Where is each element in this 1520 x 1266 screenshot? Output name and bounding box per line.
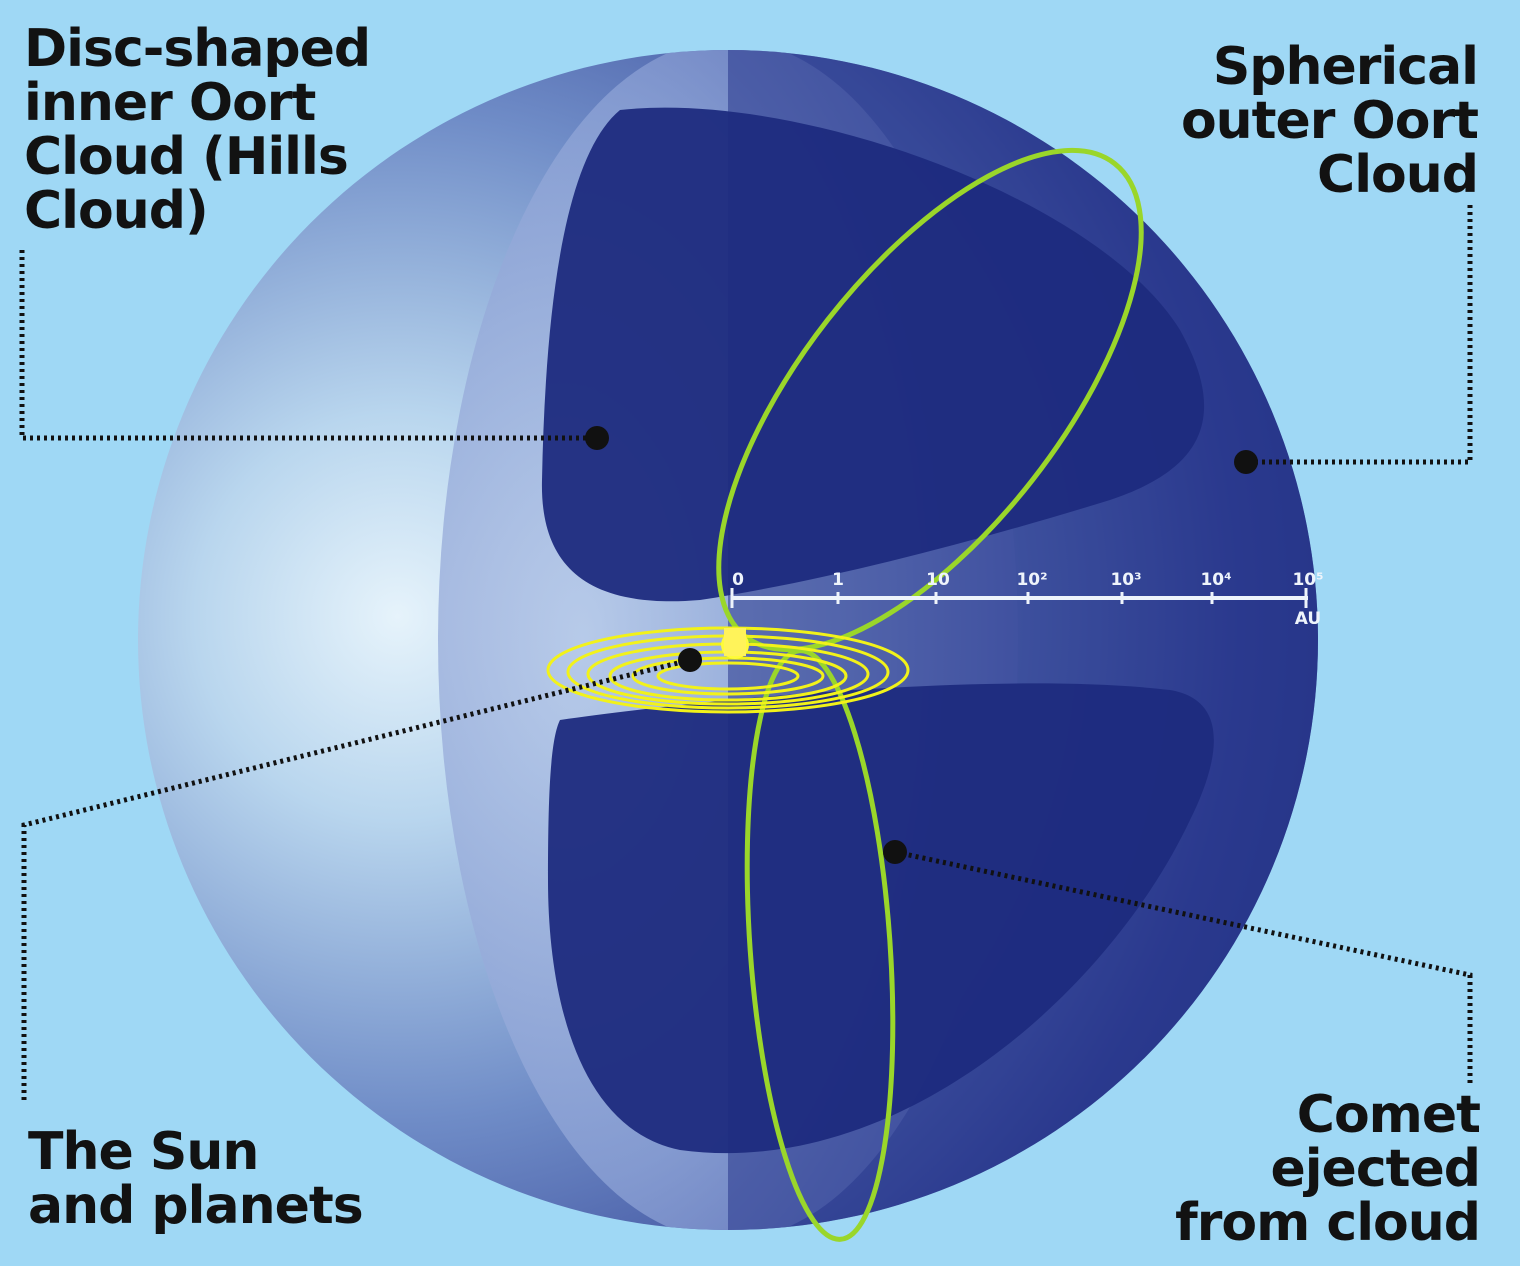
label-comet-ejected: Comet ejected from cloud xyxy=(1175,1088,1480,1250)
scale-tick-label: 1 xyxy=(832,570,844,590)
scale-tick-label: 10³ xyxy=(1110,570,1141,590)
scale-tick-label: 10 xyxy=(926,570,950,590)
label-inner-oort-cloud: Disc-shaped inner Oort Cloud (Hills Clou… xyxy=(24,22,370,238)
label-outer-oort-cloud: Spherical outer Oort Cloud xyxy=(1181,40,1478,202)
scale-unit-label: AU xyxy=(1295,609,1321,629)
callout-dot-sun xyxy=(678,648,702,672)
label-sun-and-planets: The Sun and planets xyxy=(28,1125,363,1233)
scale-tick-label: 0 xyxy=(732,570,744,590)
scale-tick-label: 10⁴ xyxy=(1200,570,1231,590)
callout-dot-outer-cloud xyxy=(1234,450,1258,474)
callout-dot-comet xyxy=(883,840,907,864)
sun-glow xyxy=(724,628,746,656)
callout-line-outer-cloud xyxy=(1246,205,1470,462)
scale-tick-label: 10⁵ xyxy=(1292,570,1323,590)
callout-dot-inner-cloud xyxy=(585,426,609,450)
scale-tick-label: 10² xyxy=(1016,570,1047,590)
